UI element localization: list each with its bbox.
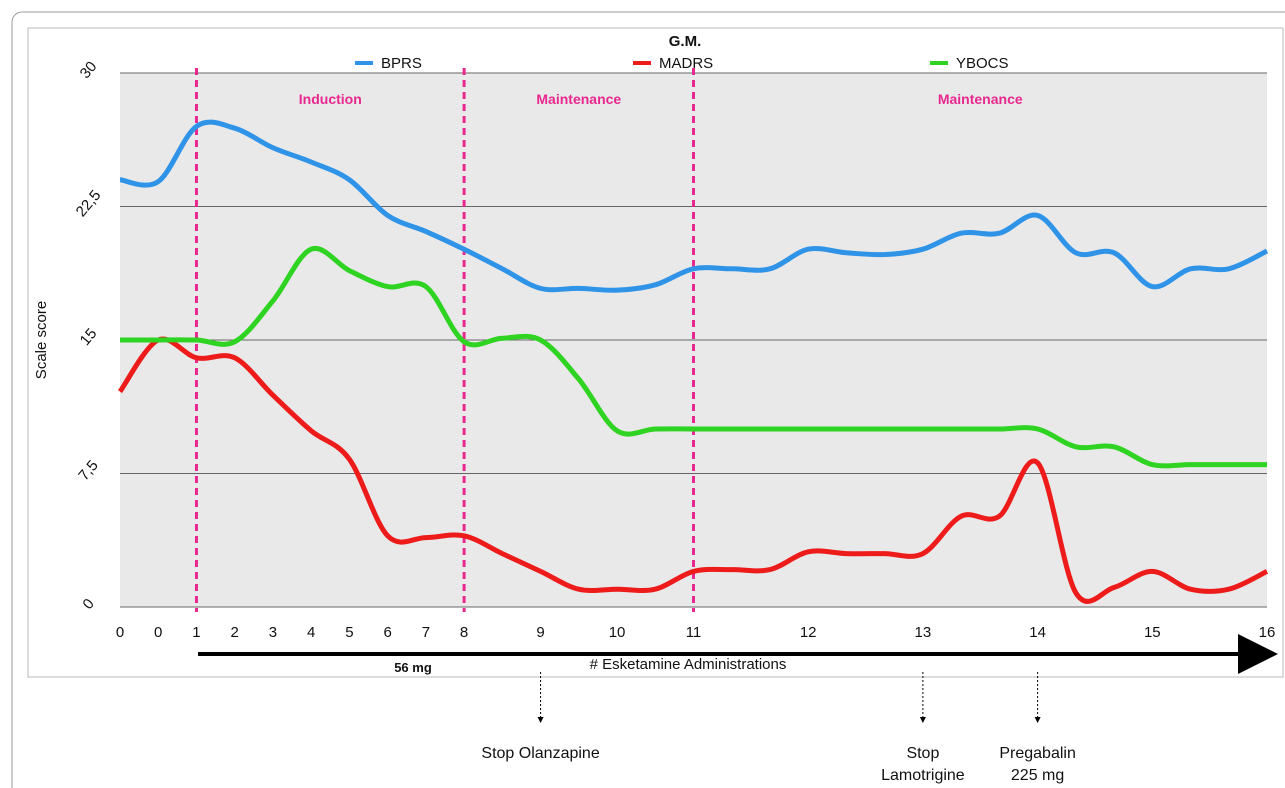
x-tick-label: 0 bbox=[116, 624, 124, 641]
x-axis-label: # Esketamine Administrations bbox=[590, 656, 787, 673]
x-tick-label: 2 bbox=[231, 624, 239, 641]
outer-frame bbox=[11, 11, 1285, 788]
phase-label: Induction bbox=[299, 91, 362, 107]
legend-label: BPRS bbox=[381, 55, 422, 72]
x-tick-label: 11 bbox=[686, 624, 702, 641]
legend-label: MADRS bbox=[659, 55, 713, 72]
x-tick-label: 10 bbox=[609, 624, 626, 641]
series-line bbox=[119, 119, 1269, 293]
phase-label: Maintenance bbox=[938, 91, 1023, 107]
annotation-text: Pregabalin bbox=[999, 745, 1076, 762]
y-axis-label: Scale score bbox=[33, 301, 50, 379]
series-line bbox=[117, 336, 1269, 604]
x-tick-label: 3 bbox=[269, 624, 277, 641]
phase-label: Maintenance bbox=[536, 91, 621, 107]
x-tick-label: 4 bbox=[307, 624, 315, 641]
x-tick-label: 0 bbox=[154, 624, 162, 641]
chart-title: G.M. bbox=[669, 33, 702, 50]
dose-label: 56 mg bbox=[394, 660, 432, 675]
annotation-text: Stop Olanzapine bbox=[481, 745, 599, 762]
x-tick-label: 16 bbox=[1259, 624, 1276, 641]
x-tick-label: 15 bbox=[1144, 624, 1161, 641]
annotation-text: 225 mg bbox=[1011, 767, 1064, 784]
x-tick-label: 1 bbox=[192, 624, 200, 641]
series-line bbox=[120, 245, 1267, 469]
x-tick-label: 14 bbox=[1029, 624, 1046, 641]
annotation-text: Lamotrigine bbox=[881, 767, 965, 784]
legend-label: YBOCS bbox=[956, 55, 1009, 72]
x-tick-label: 13 bbox=[915, 624, 932, 641]
x-tick-label: 6 bbox=[383, 624, 391, 641]
x-tick-label: 12 bbox=[800, 624, 817, 641]
x-tick-label: 7 bbox=[422, 624, 430, 641]
x-tick-label: 9 bbox=[536, 624, 544, 641]
x-tick-label: 8 bbox=[460, 624, 468, 641]
annotation-text: Stop bbox=[906, 745, 939, 762]
x-tick-label: 5 bbox=[345, 624, 353, 641]
